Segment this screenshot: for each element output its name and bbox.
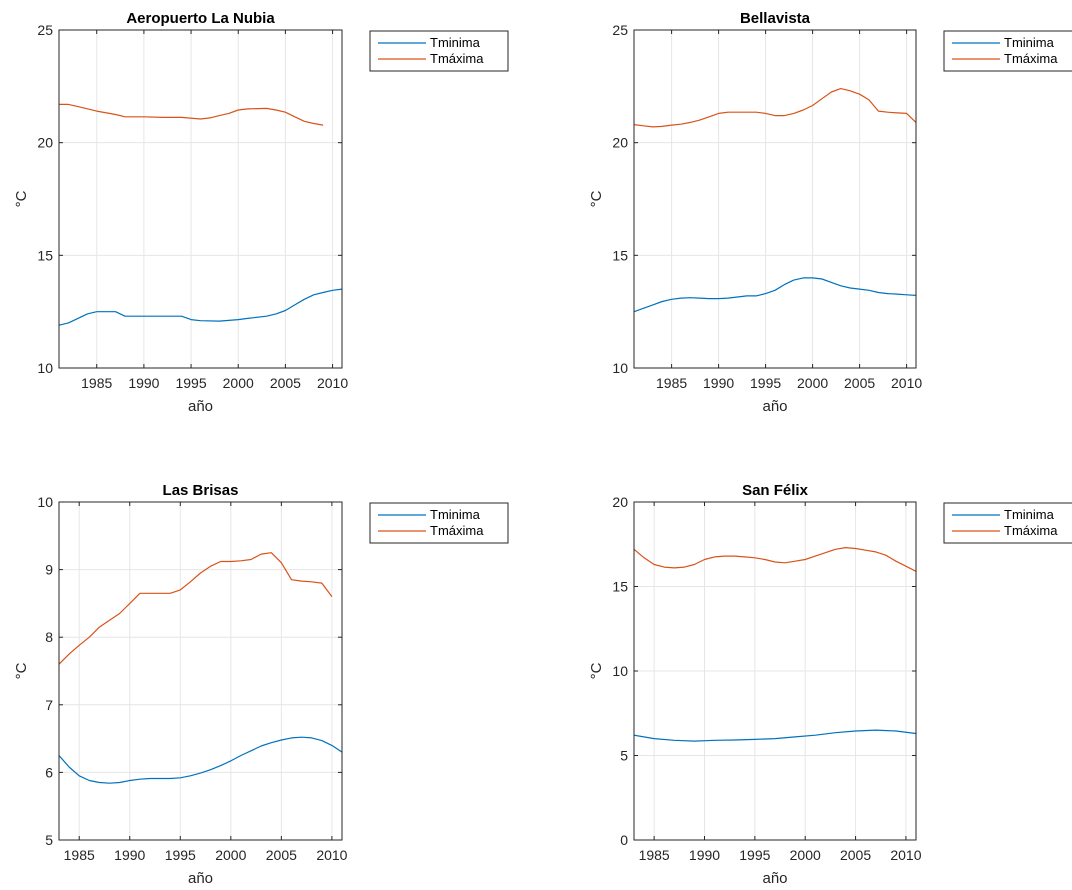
- legend-label: Tmáxima: [430, 523, 484, 538]
- x-tick-label: 1990: [114, 847, 145, 863]
- legend-label: Tmáxima: [430, 51, 484, 66]
- plot-area: [59, 502, 342, 840]
- legend-label: Tminima: [1004, 35, 1055, 50]
- x-tick-label: 2010: [890, 847, 921, 863]
- plot-area: [634, 30, 916, 368]
- series-line: [58, 552, 333, 665]
- chart-title: San Félix: [742, 482, 809, 499]
- chart-panel: 1985 1990 1995 2000 2005 2010 0 5 10 15 20 San Féli…: [588, 482, 1072, 887]
- y-tick-label: 25: [612, 22, 628, 38]
- legend-label: Tminima: [1004, 507, 1055, 522]
- x-axis-label: año: [188, 398, 213, 415]
- chart-title: Bellavista: [740, 10, 811, 27]
- x-tick-label: 2000: [797, 375, 828, 391]
- y-tick-label: 10: [612, 360, 628, 376]
- legend-label: Tmáxima: [1004, 523, 1058, 538]
- x-tick-label: 1995: [175, 375, 206, 391]
- series-line: [633, 87, 917, 128]
- x-tick-label: 2005: [270, 375, 301, 391]
- x-tick-label: 1990: [703, 375, 734, 391]
- y-tick-label: 15: [612, 579, 628, 595]
- x-tick-label: 1985: [656, 375, 687, 391]
- x-tick-label: 2010: [891, 375, 922, 391]
- legend-box: [369, 30, 509, 72]
- x-tick-label: 2005: [844, 375, 875, 391]
- axes-frame: [633, 29, 917, 369]
- x-tick-label: 1995: [750, 375, 781, 391]
- chart-panel: 1985 1990 1995 2000 2005 201010152025Aeropuer…: [13, 10, 509, 415]
- chart-panel: 1985 1990 1995 2000 2005 2010 5 6 7 8 9 10 Las Brisa…: [13, 482, 509, 887]
- x-tick-label: 1985: [81, 375, 112, 391]
- y-tick-label: 8: [45, 629, 53, 645]
- y-axis-label: °C: [588, 190, 605, 207]
- x-tick-label: 2005: [840, 847, 871, 863]
- legend-box: [369, 502, 509, 544]
- x-axis-label: año: [762, 398, 787, 415]
- legend-label: Tminima: [430, 507, 481, 522]
- series-line: [633, 729, 917, 742]
- x-tick-label: 2010: [316, 847, 347, 863]
- axes-frame: [58, 29, 343, 369]
- y-tick-label: 15: [612, 247, 628, 263]
- legend-label: Tminima: [430, 35, 481, 50]
- x-axis-label: año: [762, 870, 787, 887]
- series-line: [633, 546, 917, 572]
- axes-frame: [58, 501, 343, 841]
- x-tick-label: 1990: [689, 847, 720, 863]
- series-line: [58, 736, 343, 784]
- y-tick-label: 10: [612, 663, 628, 679]
- y-tick-label: 10: [37, 494, 53, 510]
- x-axis-label: año: [188, 870, 213, 887]
- y-tick-label: 0: [620, 832, 628, 848]
- x-tick-label: 1985: [639, 847, 670, 863]
- y-tick-label: 20: [612, 135, 628, 151]
- x-tick-label: 2000: [215, 847, 246, 863]
- chart-panel: 1985 1990 1995 2000 2005 201010152025Bellavis…: [588, 10, 1072, 415]
- y-tick-label: 25: [37, 22, 53, 38]
- x-tick-label: 1995: [739, 847, 770, 863]
- x-tick-label: 2000: [790, 847, 821, 863]
- y-tick-label: 20: [612, 494, 628, 510]
- x-tick-label: 2000: [223, 375, 254, 391]
- x-tick-label: 1985: [64, 847, 95, 863]
- legend-box: [943, 30, 1072, 72]
- y-tick-label: 5: [45, 832, 53, 848]
- chart-title: Aeropuerto La Nubia: [126, 10, 275, 27]
- x-tick-label: 2010: [317, 375, 348, 391]
- legend-label: Tmáxima: [1004, 51, 1058, 66]
- x-tick-label: 1990: [128, 375, 159, 391]
- y-tick-label: 20: [37, 135, 53, 151]
- plot-area: [59, 30, 342, 368]
- y-tick-label: 9: [45, 562, 53, 578]
- y-axis-label: °C: [588, 662, 605, 679]
- y-tick-label: 7: [45, 697, 53, 713]
- x-tick-label: 2005: [266, 847, 297, 863]
- series-line: [633, 277, 917, 313]
- y-tick-label: 15: [37, 247, 53, 263]
- y-tick-label: 10: [37, 360, 53, 376]
- y-axis-label: °C: [13, 662, 30, 679]
- y-tick-label: 5: [620, 748, 628, 764]
- y-tick-label: 6: [45, 764, 53, 780]
- series-line: [58, 288, 343, 326]
- legend-box: [943, 502, 1072, 544]
- x-tick-label: 1995: [165, 847, 196, 863]
- chart-title: Las Brisas: [163, 482, 239, 499]
- series-line: [59, 103, 324, 126]
- y-axis-label: °C: [13, 190, 30, 207]
